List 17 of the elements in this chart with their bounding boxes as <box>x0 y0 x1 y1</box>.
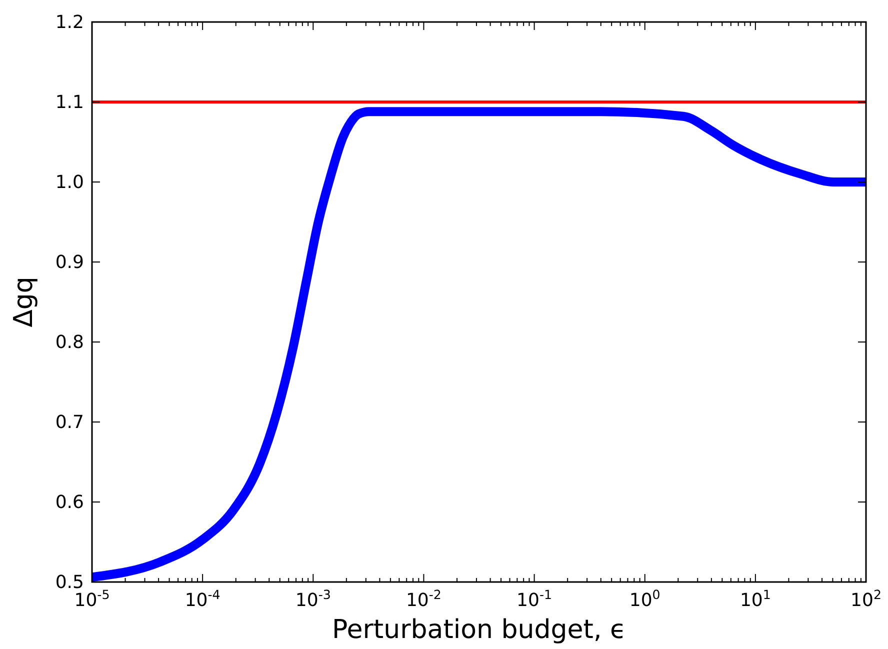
y-tick-label: 1.1 <box>55 92 84 113</box>
y-tick-label: 1.2 <box>55 12 84 33</box>
y-tick-label: 1.0 <box>55 172 84 193</box>
y-tick-label: 0.5 <box>55 572 84 593</box>
y-tick-label: 0.6 <box>55 492 84 513</box>
y-axis-title: Δgq <box>9 276 39 328</box>
x-tick-label: 10$^{0}$ <box>629 586 660 611</box>
y-tick-label: 0.7 <box>55 412 84 433</box>
x-tick-label: 10$^{-1}$ <box>516 586 552 611</box>
x-tick-label: 10$^{-2}$ <box>406 586 442 611</box>
x-tick-label: 10$^{2}$ <box>850 586 882 611</box>
x-axis-title: Perturbation budget, ϵ <box>332 615 626 645</box>
x-tick-label: 10$^{-4}$ <box>184 586 220 611</box>
y-tick-label: 0.8 <box>55 332 84 353</box>
x-tick-label: 10$^{1}$ <box>740 586 771 611</box>
x-tick-label: 10$^{-3}$ <box>295 586 331 611</box>
y-tick-label: 0.9 <box>55 252 84 273</box>
